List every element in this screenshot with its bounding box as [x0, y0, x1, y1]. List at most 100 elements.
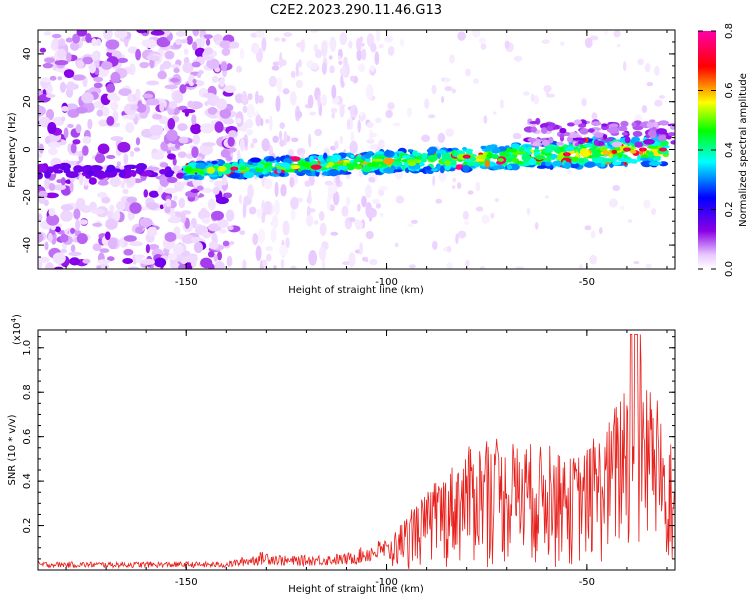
heatmap-cell — [418, 168, 427, 173]
heatmap-cell — [48, 182, 56, 192]
heatmap-cell — [152, 113, 163, 120]
heatmap-cell — [60, 177, 66, 186]
heatmap-cell — [359, 159, 364, 164]
heatmap-cell — [126, 176, 136, 187]
heatmap-cell — [43, 199, 49, 207]
heatmap-cell — [246, 103, 256, 119]
heatmap-cell — [616, 43, 621, 48]
heatmap-cell — [135, 88, 141, 99]
heatmap-cell — [256, 208, 263, 219]
heatmap-cell — [584, 37, 593, 49]
heatmap-cell — [282, 220, 290, 236]
heatmap-cell — [478, 37, 487, 44]
heatmap-cell — [451, 88, 457, 94]
heatmap-cell — [599, 227, 603, 235]
heatmap-cell — [225, 209, 235, 222]
heatmap-cell — [274, 181, 279, 197]
heatmap-cell — [321, 94, 327, 107]
heatmap-cell — [612, 184, 621, 191]
heatmap-cell — [159, 169, 167, 175]
heatmap-cell — [70, 244, 76, 253]
heatmap-cell — [146, 166, 160, 171]
heatmap-cell — [164, 206, 171, 214]
heatmap-cell — [365, 257, 369, 263]
heatmap-cell — [134, 254, 146, 259]
heatmap-cell — [326, 195, 331, 211]
heatmap-cell — [346, 118, 351, 131]
heatmap-cell — [91, 209, 105, 215]
heatmap-cell — [330, 107, 338, 114]
heatmap-cell — [105, 218, 118, 230]
snr-ytick-label: 0.6 — [22, 429, 33, 445]
heatmap-cell — [307, 94, 314, 109]
heatmap-cell — [648, 151, 654, 159]
heatmap-cell — [204, 47, 214, 56]
heatmap-cell — [342, 64, 346, 78]
heatmap-cell — [370, 42, 377, 53]
heatmap-cell — [447, 147, 453, 152]
heatmap-cell — [348, 252, 356, 268]
heatmap-cell — [504, 40, 510, 49]
snr-series-line — [38, 334, 675, 570]
heatmap-cell — [48, 207, 56, 217]
heatmap-cell — [192, 30, 200, 37]
heatmap-cell — [658, 95, 665, 99]
heatmap-cell — [99, 248, 110, 253]
heatmap-cell — [221, 47, 231, 56]
snr-scale-exponent: 4 — [10, 317, 18, 322]
heatmap-cell — [166, 129, 178, 142]
heatmap-cell — [357, 63, 366, 73]
heatmap-cell — [534, 222, 539, 230]
spectrogram-panel: -150 -100 -50 -40 -20 0 20 40 Height of straigh… — [7, 29, 676, 296]
heatmap-cell — [544, 195, 550, 199]
heatmap-cell — [491, 154, 500, 160]
heatmap-cell — [168, 100, 178, 110]
heatmap-cell — [359, 111, 364, 117]
heatmap-cell — [421, 134, 431, 143]
heatmap-cell — [512, 132, 522, 140]
heatmap-cell — [338, 60, 343, 66]
heatmap-cell — [149, 124, 164, 136]
heatmap-cell — [180, 212, 187, 224]
heatmap-cell — [342, 162, 347, 166]
heatmap-cell — [624, 136, 631, 144]
heatmap-cell — [457, 182, 462, 190]
spectrogram-ylabel: Frequency (Hz) — [7, 112, 18, 188]
heatmap-cell — [533, 95, 539, 105]
heatmap-cell — [279, 139, 285, 147]
heatmap-cell — [375, 117, 382, 124]
heatmap-cell — [163, 187, 178, 194]
snr-frame — [37, 329, 676, 571]
heatmap-cell — [375, 30, 381, 43]
heatmap-cell — [106, 164, 116, 173]
heatmap-cell — [380, 212, 384, 218]
heatmap-cell — [331, 84, 337, 99]
heatmap-cell — [641, 105, 648, 114]
heatmap-cell — [116, 57, 129, 63]
heatmap-cell — [69, 257, 80, 266]
heatmap-cell — [191, 146, 199, 158]
heatmap-cell — [94, 153, 106, 164]
heatmap-cell — [211, 75, 219, 83]
heatmap-cell — [45, 93, 56, 98]
heatmap-cell — [630, 150, 637, 154]
heatmap-cell — [106, 256, 115, 262]
heatmap-cell — [45, 108, 55, 121]
heatmap-cell — [278, 162, 291, 168]
heatmap-cell — [38, 190, 48, 199]
heatmap-cell — [506, 157, 513, 163]
heatmap-cell — [206, 58, 220, 69]
heatmap-cell — [142, 93, 154, 99]
heatmap-cell — [318, 246, 327, 261]
heatmap-cell — [89, 201, 98, 212]
heatmap-cell — [472, 78, 480, 84]
heatmap-cell — [640, 148, 645, 151]
heatmap-cell — [123, 248, 134, 256]
heatmap-cell — [123, 240, 128, 247]
heatmap-cell — [229, 240, 235, 245]
heatmap-cell — [649, 119, 656, 123]
heatmap-cell — [407, 223, 414, 227]
heatmap-cell — [331, 112, 335, 119]
heatmap-cell — [295, 79, 303, 89]
heatmap-cell — [550, 153, 558, 159]
